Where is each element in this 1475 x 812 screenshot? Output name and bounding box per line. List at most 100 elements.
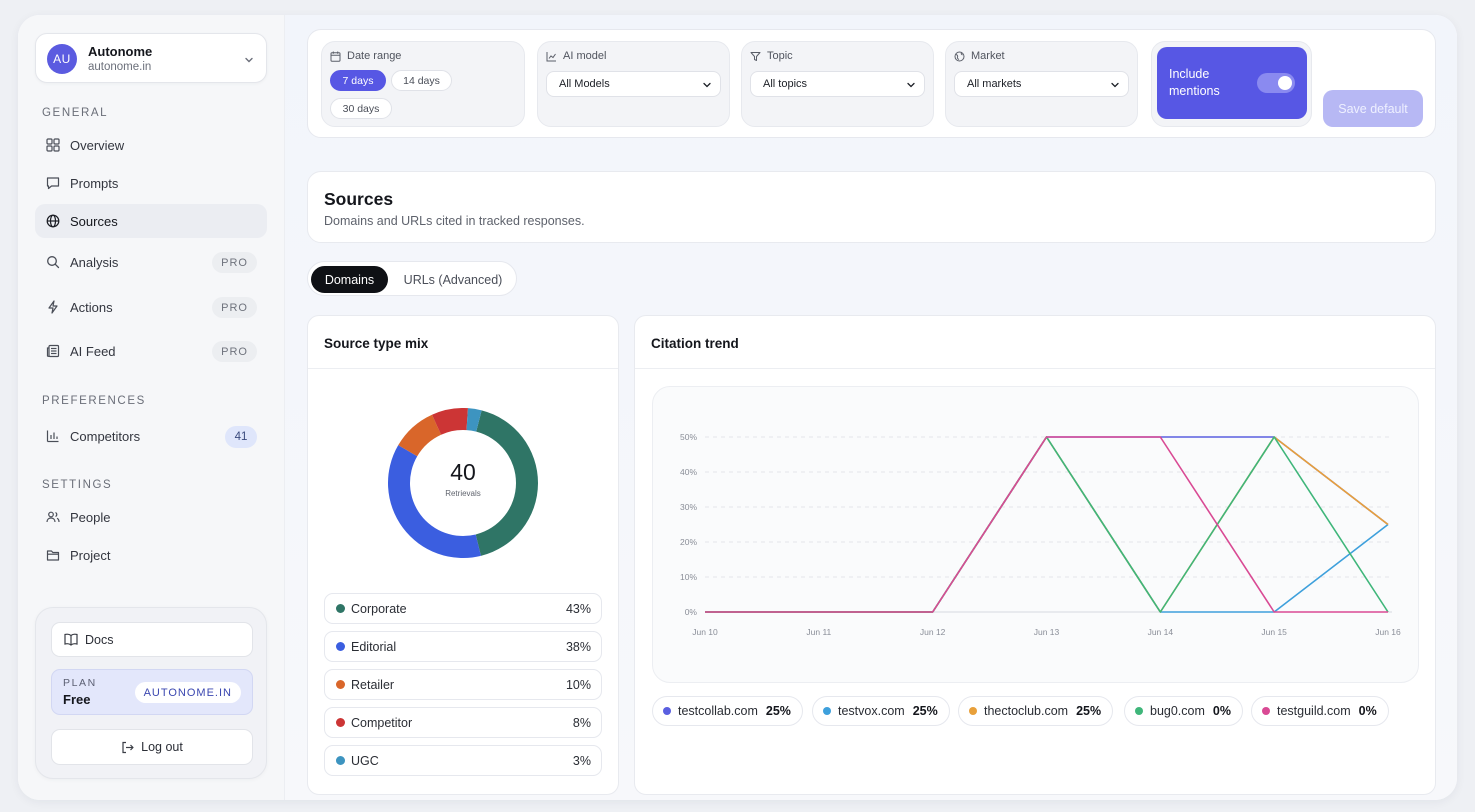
sidebar-item-overview[interactable]: Overview — [35, 128, 267, 162]
topic-select[interactable]: All topics — [750, 71, 925, 97]
workspace-switcher[interactable]: AU Autonome autonome.in — [35, 33, 267, 83]
include-mentions-label: Include mentions — [1169, 67, 1220, 98]
plan-label: PLAN — [63, 677, 97, 689]
donut-slice-corporate[interactable] — [475, 410, 538, 556]
sidebar-item-sources[interactable]: Sources — [35, 204, 267, 238]
folder-icon — [45, 548, 60, 563]
series-line-thectoclub-com[interactable] — [705, 436, 1389, 613]
plan-value: Free — [63, 692, 91, 707]
legend-pct: 43% — [565, 602, 591, 616]
main-content: Date range 7 days 14 days 30 days AI mod… — [285, 15, 1457, 800]
x-tick-label: Jun 11 — [806, 627, 831, 637]
sidebar-item-actions[interactable]: Actions PRO — [35, 290, 267, 324]
series-dot — [823, 707, 831, 715]
series-pill-testvox[interactable]: testvox.com 25% — [812, 696, 950, 726]
sidebar-item-label: Overview — [70, 137, 125, 153]
y-tick-label: 20% — [680, 537, 697, 547]
sidebar-item-label: Analysis — [70, 254, 119, 270]
series-total: 25% — [765, 704, 791, 718]
legend-row-competitor: Competitor 8% — [324, 707, 602, 738]
plan-card: PLAN Free AUTONOME.IN — [51, 669, 253, 715]
y-tick-label: 40% — [680, 467, 697, 477]
legend-dot — [336, 718, 345, 727]
page-title: Sources — [324, 189, 394, 209]
topic-label: Topic — [750, 50, 793, 62]
date-range-text: Date range — [347, 50, 402, 62]
series-line-bug0-com[interactable] — [705, 436, 1389, 613]
series-line-testcollab-com[interactable] — [705, 436, 1389, 613]
message-icon — [45, 176, 60, 191]
count-badge: 41 — [225, 426, 257, 448]
series-line-testvox-com[interactable] — [705, 436, 1389, 613]
chevron-down-icon — [1110, 80, 1120, 90]
donut-chart: 40 Retrievals — [388, 408, 538, 558]
series-pill-testguild[interactable]: testguild.com 0% — [1251, 696, 1389, 726]
series-pill-thectoclub[interactable]: thectoclub.com 25% — [958, 696, 1114, 726]
donut-slice-ugc[interactable] — [466, 408, 482, 432]
calendar-icon — [330, 51, 341, 62]
divider — [308, 368, 618, 369]
market-filter: Market All markets — [945, 41, 1138, 127]
legend-label: Competitor — [351, 716, 413, 730]
panel-title: Citation trend — [651, 336, 739, 351]
ai-model-label: AI model — [546, 50, 606, 62]
date-range-label: Date range — [330, 50, 401, 62]
include-mentions-toggle[interactable] — [1257, 73, 1295, 93]
include-mentions-toggle-area[interactable]: Include mentions — [1157, 47, 1307, 119]
pro-badge: PRO — [212, 297, 257, 318]
legend-label: UGC — [351, 754, 379, 768]
market-select[interactable]: All markets — [954, 71, 1129, 97]
divider — [635, 368, 1435, 369]
sidebar-item-analysis[interactable]: Analysis PRO — [35, 245, 267, 279]
avatar: AU — [47, 44, 77, 74]
legend-row-retailer: Retailer 10% — [324, 669, 602, 700]
save-default-button[interactable]: Save default — [1323, 90, 1423, 127]
sidebar-item-project[interactable]: Project — [35, 538, 267, 572]
legend-dot — [336, 756, 345, 765]
pro-badge: PRO — [212, 341, 257, 362]
donut-slice-editorial[interactable] — [388, 445, 481, 558]
chevron-down-icon — [244, 52, 254, 70]
view-tabs: Domains URLs (Advanced) — [307, 261, 517, 296]
market-text: Market — [971, 50, 1005, 62]
page-subtitle: Domains and URLs cited in tracked respon… — [324, 214, 585, 228]
plan-domain-chip[interactable]: AUTONOME.IN — [134, 682, 241, 703]
sidebar-item-label: Actions — [70, 299, 113, 315]
sidebar-item-label: Sources — [70, 213, 118, 229]
series-line-testguild-com[interactable] — [705, 436, 1388, 613]
docs-button[interactable]: Docs — [51, 622, 253, 657]
donut-slice-competitor[interactable] — [431, 408, 468, 435]
panel-title: Source type mix — [324, 336, 429, 351]
legend-label: Retailer — [351, 678, 395, 692]
sidebar-item-competitors[interactable]: Competitors 41 — [35, 419, 267, 453]
market-value: All markets — [967, 78, 1022, 90]
sidebar-item-prompts[interactable]: Prompts — [35, 166, 267, 200]
date-chip-30-days[interactable]: 30 days — [330, 98, 392, 119]
series-pill-bug0[interactable]: bug0.com 0% — [1124, 696, 1243, 726]
tab-urls-advanced[interactable]: URLs (Advanced) — [403, 272, 503, 287]
people-icon — [45, 510, 60, 525]
series-name: testvox.com — [838, 704, 905, 718]
sidebar-item-people[interactable]: People — [35, 500, 267, 534]
legend-dot — [336, 680, 345, 689]
y-tick-label: 50% — [680, 432, 697, 442]
globe-icon — [954, 51, 965, 62]
citation-trend-panel: Citation trend 0% 10% 20% 30% 40% 50% Jun 10 Ju… — [634, 315, 1436, 795]
date-chip-14-days[interactable]: 14 days — [391, 70, 452, 91]
ai-model-select[interactable]: All Models — [546, 71, 721, 97]
docs-label: Docs — [85, 632, 114, 647]
sidebar-item-ai-feed[interactable]: AI Feed PRO — [35, 334, 267, 368]
legend-pct: 8% — [572, 716, 591, 730]
filter-icon — [750, 51, 761, 62]
date-chip-7-days[interactable]: 7 days — [330, 70, 386, 91]
donut-slice-retailer[interactable] — [398, 414, 442, 457]
tab-domains[interactable]: Domains — [311, 266, 388, 293]
workspace-name: Autonome — [88, 44, 153, 59]
sidebar-footer: Docs PLAN Free AUTONOME.IN Log out — [35, 607, 267, 779]
y-tick-label: 30% — [680, 502, 697, 512]
series-name: thectoclub.com — [984, 704, 1069, 718]
donut-total: 40 — [450, 459, 476, 485]
series-name: testcollab.com — [678, 704, 758, 718]
logout-button[interactable]: Log out — [51, 729, 253, 765]
series-pill-testcollab[interactable]: testcollab.com 25% — [652, 696, 803, 726]
